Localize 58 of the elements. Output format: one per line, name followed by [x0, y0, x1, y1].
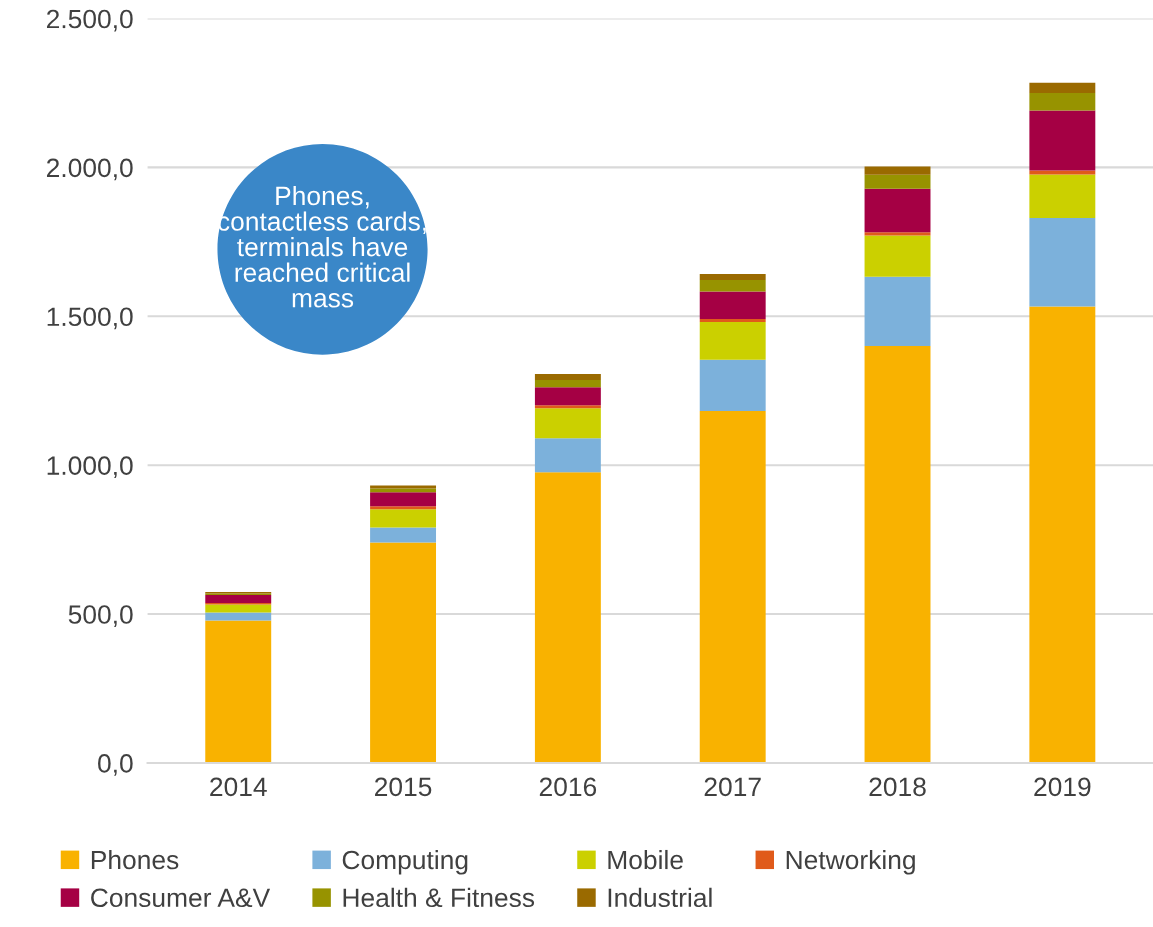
legend-label: Phones [91, 849, 179, 870]
bar [699, 318, 766, 322]
bar [699, 291, 766, 319]
bar [1029, 110, 1096, 171]
bar [370, 485, 437, 489]
bar [699, 274, 766, 280]
bar [205, 594, 272, 604]
bar [864, 174, 931, 189]
x-tick-label: 2019 [1034, 777, 1091, 797]
bar [1029, 92, 1096, 111]
x-tick-label: 2015 [375, 777, 432, 797]
legend-label: Health & Fitness [343, 887, 535, 908]
legend-label: Networking [786, 849, 915, 875]
bar [370, 509, 437, 528]
legend-label: Mobile [608, 849, 683, 870]
bar [370, 506, 437, 510]
bar [534, 405, 601, 409]
bar [534, 438, 601, 473]
x-tick-label: 2017 [704, 777, 761, 797]
bar [534, 387, 601, 406]
bar [1029, 82, 1096, 93]
y-tick-label: 1.000,0 [47, 456, 133, 479]
bar [1029, 174, 1096, 219]
y-tick-label: 500,0 [68, 605, 133, 627]
bar [534, 472, 601, 763]
legend-label: Industrial [608, 887, 712, 908]
bar [1029, 170, 1096, 175]
bar [534, 374, 601, 381]
bar [864, 235, 931, 277]
bar [534, 408, 601, 439]
bar [205, 620, 272, 763]
x-tick-label: 2014 [210, 777, 267, 797]
bar [370, 527, 437, 543]
bar [534, 380, 601, 388]
bar [864, 276, 931, 347]
bar [699, 410, 766, 763]
y-tick-label: 0,0 [98, 754, 133, 776]
bar [864, 166, 931, 175]
bar [699, 279, 766, 292]
bar [205, 612, 272, 621]
bar [699, 359, 766, 411]
bar [864, 346, 931, 763]
bar [699, 321, 766, 360]
bar [1029, 306, 1096, 763]
bar [370, 488, 437, 493]
x-tick-label: 2016 [539, 777, 597, 797]
y-tick-label: 1.500,0 [47, 307, 133, 330]
legend-label: Computing [342, 849, 468, 875]
bar [205, 604, 272, 613]
bar [370, 542, 437, 763]
y-tick-label: 2.500,0 [46, 9, 133, 32]
legend-label: Consumer A&V [91, 888, 271, 908]
bar [370, 492, 437, 507]
y-tick-label: 2.000,0 [46, 158, 133, 181]
x-tick-label: 2018 [869, 777, 926, 797]
bar [864, 232, 931, 236]
bar [1029, 218, 1096, 307]
bar [864, 188, 931, 233]
